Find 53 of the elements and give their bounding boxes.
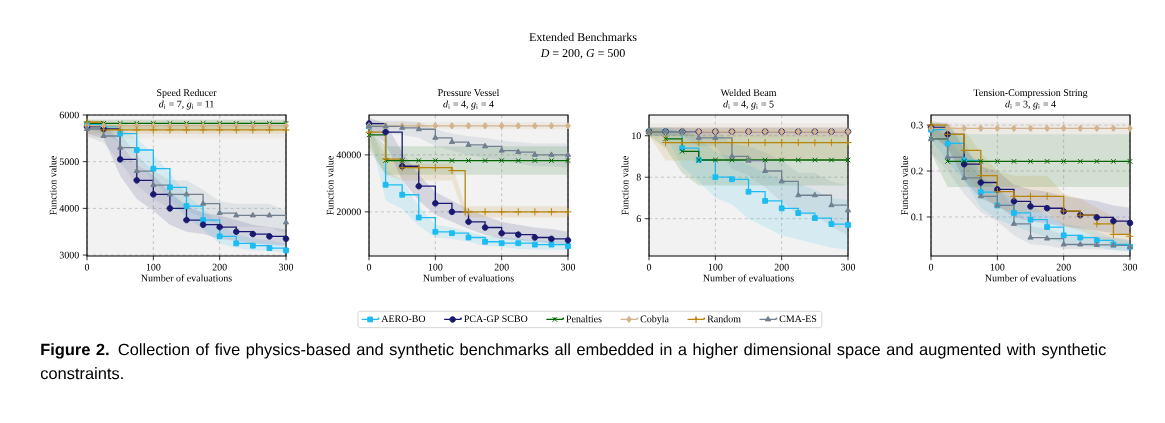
x-tick-label: 300	[841, 263, 856, 271]
y-tick-label: 6	[636, 215, 641, 223]
x-tick-label: 100	[708, 263, 723, 271]
x-tick-label: 0	[928, 263, 934, 271]
chart-title: Welded Beam	[720, 88, 777, 97]
legend-label: Penalties	[566, 315, 602, 323]
x-tick-label: 0	[84, 263, 90, 271]
x-axis-title: Number of evaluations	[423, 274, 514, 282]
y-tick-label: 5000	[59, 158, 79, 166]
y-tick-label: 10	[632, 132, 641, 140]
y-tick-label: 6000	[59, 111, 79, 119]
y-axis-title: Function value	[900, 156, 908, 215]
y-axis-title: Function value	[326, 156, 334, 215]
y-axis-title: Function value	[49, 156, 57, 215]
chart-title: Tension-Compression String	[973, 89, 1088, 99]
x-tick-label: 200	[212, 263, 227, 271]
legend-label: PCA-GP SCBO	[464, 315, 528, 323]
legend-label: Random	[707, 315, 741, 323]
y-tick-label: 0.3	[911, 121, 923, 129]
y-tick-label: 0.2	[911, 167, 923, 175]
x-tick-label: 300	[561, 263, 576, 271]
x-tick-label: 300	[279, 263, 294, 271]
x-axis-title: Number of evaluations	[703, 274, 794, 282]
chart-subtitle: d$_{i}$ = 3, g$_{i}$ = 4	[1005, 100, 1056, 110]
legend-label: AERO-BO	[381, 315, 426, 323]
y-tick-label: 3000	[59, 251, 79, 259]
x-tick-label: 0	[366, 263, 372, 271]
x-tick-label: 100	[428, 263, 443, 271]
x-tick-label: 0	[646, 263, 652, 271]
x-tick-label: 200	[774, 263, 789, 271]
legend-label: Cobyla	[640, 315, 669, 325]
y-tick-label: 4000	[59, 205, 79, 212]
chart-title: Speed Reducer	[157, 88, 217, 99]
chart-subtitle: d$_{i}$ = 4, g$_{i}$ = 5	[723, 100, 774, 110]
y-axis-title: Function value	[621, 156, 629, 215]
y-tick-label: 40000	[336, 151, 361, 159]
x-tick-label: 200	[1056, 263, 1071, 271]
y-tick-label: 20000	[336, 208, 361, 216]
x-tick-label: 200	[494, 263, 509, 271]
y-tick-label: 0.1	[911, 213, 923, 221]
text: D = 200, G = 500	[540, 49, 625, 59]
x-axis-title: Number of evaluations	[141, 274, 232, 282]
x-tick-label: 100	[146, 263, 161, 271]
chart-subtitle: d$_{i}$ = 7, g$_{i}$ = 11	[159, 100, 214, 110]
text: Figure 2. Collection of five physics-based and synthetic benchmarks all embedded in a higher dimensional space and augmented with synthetic constraints.	[40, 343, 1106, 380]
x-tick-label: 300	[1123, 263, 1138, 271]
x-tick-label: 100	[990, 263, 1005, 271]
y-tick-label: 8	[636, 173, 641, 181]
chart-title: Pressure Vessel	[437, 88, 500, 97]
chart-subtitle: d$_{i}$ = 4, g$_{i}$ = 4	[443, 100, 494, 110]
text: Extended Benchmarks	[529, 32, 637, 42]
legend-label: CMA-ES	[779, 315, 817, 323]
x-axis-title: Number of evaluations	[985, 274, 1076, 282]
